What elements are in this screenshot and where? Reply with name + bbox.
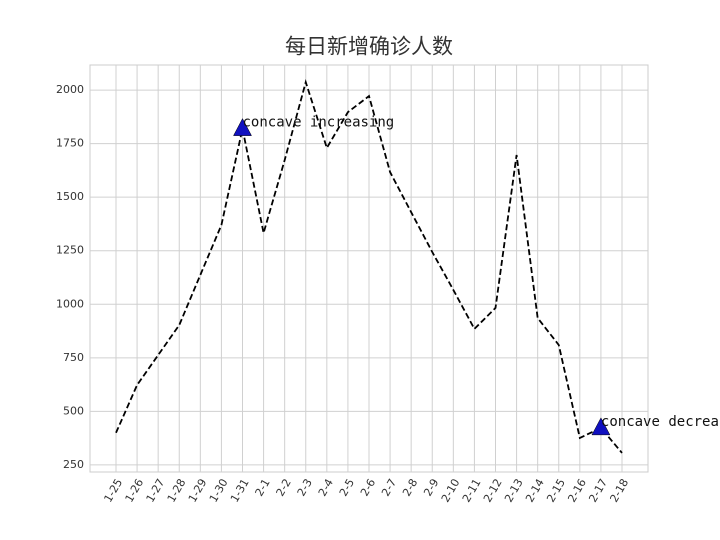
annotation-marker xyxy=(233,118,252,136)
y-tick-label: 2000 xyxy=(56,83,84,96)
annotation-marker xyxy=(591,417,611,436)
annotation-text: concave decreasing xyxy=(601,414,720,430)
y-tick-label: 1500 xyxy=(56,190,84,203)
y-tick-label: 1000 xyxy=(56,297,84,310)
x-tick-label: 2-7 xyxy=(379,477,399,499)
x-tick-label: 2-15 xyxy=(544,477,568,505)
y-tick-label: 1250 xyxy=(56,244,84,257)
x-tick-label: 1-25 xyxy=(101,477,125,505)
x-tick-label: 2-2 xyxy=(274,477,294,499)
x-tick-label: 1-30 xyxy=(207,477,231,505)
chart-title: 每日新增确诊人数 xyxy=(285,35,453,59)
x-tick-label: 1-27 xyxy=(144,477,168,505)
x-tick-label: 2-18 xyxy=(607,477,631,505)
x-tick-label: 2-4 xyxy=(316,477,336,499)
x-tick-label: 2-16 xyxy=(565,477,589,505)
x-tick-label: 2-5 xyxy=(337,477,357,499)
line xyxy=(115,78,623,454)
x-tick-label: 2-1 xyxy=(253,477,273,499)
x-tick-label: 2-14 xyxy=(523,477,547,505)
x-tick-label: 2-11 xyxy=(460,477,484,505)
x-tick-label: 2-6 xyxy=(358,477,378,499)
x-tick-label: 2-3 xyxy=(295,477,315,499)
y-tick-label: 500 xyxy=(63,404,84,417)
x-tick-label: 1-31 xyxy=(228,477,252,505)
x-tick-label: 2-10 xyxy=(439,477,463,505)
y-tick-label: 1750 xyxy=(56,137,84,150)
x-tick-label: 1-28 xyxy=(165,477,189,505)
annotation-text: concave increasing xyxy=(243,115,395,131)
x-tick-label: 2-12 xyxy=(481,477,505,505)
x-tick-label: 2-8 xyxy=(400,477,420,499)
x-tick-label: 2-17 xyxy=(586,477,610,505)
y-tick-label: 750 xyxy=(63,351,84,364)
x-tick-label: 2-9 xyxy=(421,477,441,499)
x-tick-label: 1-26 xyxy=(123,477,147,505)
x-tick-label: 1-29 xyxy=(186,477,210,505)
y-tick-label: 250 xyxy=(63,458,84,471)
x-tick-label: 2-13 xyxy=(502,477,526,505)
